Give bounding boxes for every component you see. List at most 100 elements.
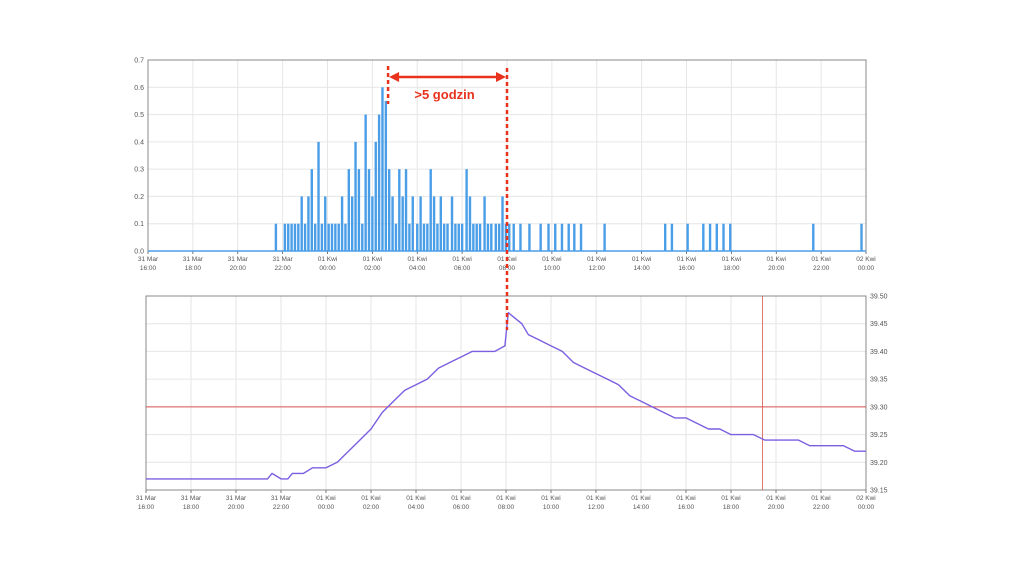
top-x-tick-date: 01 Kwi bbox=[407, 256, 427, 263]
bar bbox=[327, 223, 330, 251]
bar bbox=[729, 223, 732, 251]
bar bbox=[354, 141, 357, 251]
bar bbox=[519, 223, 522, 251]
bottom-x-tick-date: 01 Kwi bbox=[676, 495, 696, 502]
bar bbox=[475, 223, 478, 251]
top-x-tick-time: 22:00 bbox=[813, 265, 830, 272]
bar bbox=[367, 169, 371, 251]
bar bbox=[404, 169, 408, 251]
top-x-tick-time: 20:00 bbox=[230, 265, 247, 272]
top-x-tick-date: 01 Kwi bbox=[677, 256, 697, 263]
bar bbox=[401, 196, 404, 251]
bar bbox=[317, 141, 320, 251]
bar bbox=[411, 196, 414, 251]
bar bbox=[334, 223, 337, 251]
bar bbox=[454, 223, 457, 251]
y-tick-label: 39.30 bbox=[870, 404, 888, 411]
bottom-x-tick-date: 01 Kwi bbox=[451, 495, 471, 502]
top-x-tick-date: 01 Kwi bbox=[452, 256, 472, 263]
bottom-x-tick-time: 02:00 bbox=[363, 504, 380, 511]
bar bbox=[320, 223, 324, 251]
top-x-tick-date: 31 Mar bbox=[228, 256, 249, 263]
bar bbox=[391, 196, 394, 251]
top-x-tick-time: 04:00 bbox=[409, 265, 426, 272]
y-tick-label: 39.50 bbox=[870, 294, 888, 301]
top-x-tick-date: 02 Kwi bbox=[856, 256, 876, 263]
y-tick-label: 0.6 bbox=[134, 85, 144, 92]
annotation-label: >5 godzin bbox=[414, 87, 474, 102]
bottom-x-tick-time: 04:00 bbox=[408, 504, 425, 511]
bottom-x-tick-date: 02 Kwi bbox=[856, 495, 876, 502]
top-x-tick-time: 16:00 bbox=[140, 265, 157, 272]
bottom-x-tick-time: 12:00 bbox=[588, 504, 605, 511]
bottom-x-tick-time: 22:00 bbox=[273, 504, 290, 511]
y-tick-label: 0.1 bbox=[134, 221, 144, 228]
bar bbox=[442, 223, 446, 251]
bar bbox=[310, 169, 313, 251]
bar bbox=[377, 114, 381, 251]
bar bbox=[465, 169, 468, 251]
bar bbox=[287, 223, 290, 251]
bar bbox=[686, 223, 689, 251]
annotation-arrowhead-right bbox=[496, 72, 506, 82]
bottom-x-tick-date: 01 Kwi bbox=[361, 495, 381, 502]
top-x-tick-time: 18:00 bbox=[723, 265, 740, 272]
bottom-x-tick-date: 01 Kwi bbox=[631, 495, 651, 502]
bar bbox=[478, 223, 482, 251]
bar bbox=[450, 196, 454, 251]
bar bbox=[344, 223, 347, 251]
top-x-tick-date: 01 Kwi bbox=[363, 256, 383, 263]
top-x-tick-time: 20:00 bbox=[768, 265, 785, 272]
bar bbox=[394, 223, 398, 251]
bottom-x-tick-date: 31 Mar bbox=[226, 495, 247, 502]
bar bbox=[416, 223, 419, 251]
bar bbox=[283, 223, 287, 251]
y-tick-label: 0.2 bbox=[134, 194, 144, 201]
bottom-x-tick-date: 01 Kwi bbox=[586, 495, 606, 502]
bar bbox=[560, 223, 564, 251]
bar bbox=[357, 169, 361, 251]
bar bbox=[324, 196, 327, 251]
bottom-x-tick-time: 18:00 bbox=[723, 504, 740, 511]
bar bbox=[337, 223, 340, 251]
bottom-x-tick-time: 00:00 bbox=[858, 504, 875, 511]
bottom-x-tick-time: 00:00 bbox=[318, 504, 335, 511]
bottom-x-tick-date: 01 Kwi bbox=[496, 495, 516, 502]
bar bbox=[501, 196, 504, 251]
bar bbox=[303, 223, 307, 251]
bar bbox=[374, 141, 377, 251]
bar bbox=[670, 223, 674, 251]
top-x-tick-time: 16:00 bbox=[678, 265, 695, 272]
bar bbox=[603, 223, 606, 251]
bottom-x-tick-time: 14:00 bbox=[633, 504, 650, 511]
top-x-tick-date: 01 Kwi bbox=[587, 256, 607, 263]
bottom-x-tick-time: 10:00 bbox=[543, 504, 560, 511]
bar bbox=[512, 223, 515, 251]
top-x-tick-date: 01 Kwi bbox=[811, 256, 831, 263]
bottom-x-tick-date: 31 Mar bbox=[181, 495, 202, 502]
bar bbox=[297, 223, 300, 251]
bottom-x-tick-time: 20:00 bbox=[768, 504, 785, 511]
bar bbox=[468, 196, 472, 251]
bar bbox=[408, 223, 411, 251]
top-x-tick-date: 01 Kwi bbox=[766, 256, 786, 263]
bar bbox=[702, 223, 705, 251]
bar bbox=[579, 223, 583, 251]
bar bbox=[300, 196, 303, 251]
annotation-arrowhead-left bbox=[389, 72, 400, 82]
bar bbox=[486, 223, 490, 251]
y-tick-label: 0.3 bbox=[134, 167, 144, 174]
bottom-x-tick-time: 18:00 bbox=[183, 504, 200, 511]
series-line bbox=[146, 311, 866, 480]
bar bbox=[567, 223, 570, 251]
bar bbox=[508, 223, 511, 251]
bottom-x-tick-date: 01 Kwi bbox=[766, 495, 786, 502]
bar bbox=[422, 223, 426, 251]
top-x-tick-time: 06:00 bbox=[454, 265, 471, 272]
bar bbox=[388, 169, 391, 251]
bar bbox=[722, 223, 725, 251]
y-tick-label: 0.5 bbox=[134, 112, 144, 119]
bottom-x-tick-date: 31 Mar bbox=[136, 495, 157, 502]
y-tick-label: 39.25 bbox=[870, 432, 888, 439]
y-tick-label: 0.4 bbox=[134, 139, 144, 146]
